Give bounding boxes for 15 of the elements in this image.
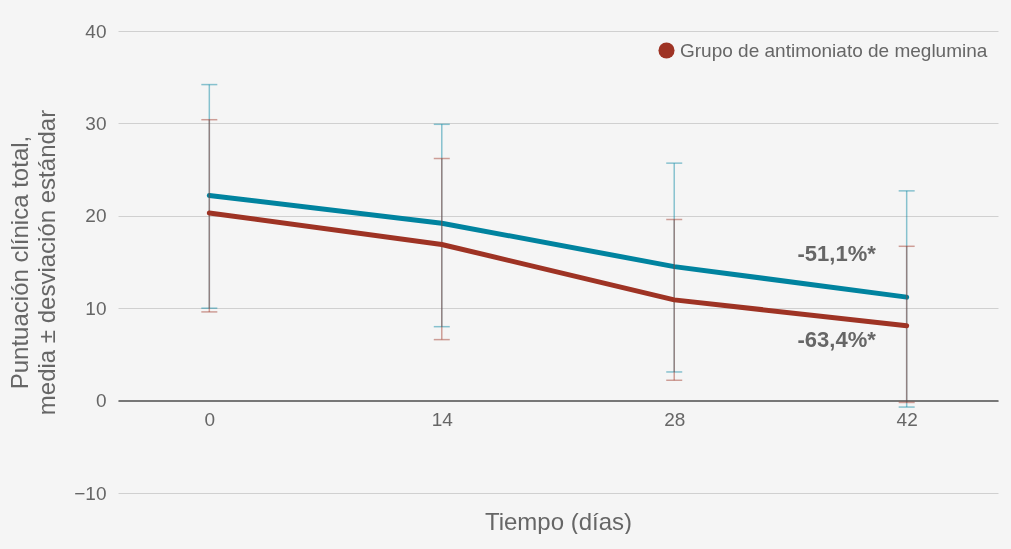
y-tick-label: −10 — [74, 482, 107, 504]
x-tick-label: 14 — [431, 409, 454, 431]
y-axis-title: Puntuación clínica total, media ± desviación estándar — [6, 109, 61, 416]
y-tick-label: 30 — [85, 112, 107, 134]
y-tick-label: 20 — [85, 205, 107, 227]
x-tick-label: 0 — [204, 409, 216, 431]
legend-label: Grupo de antimoniato de meglumina — [680, 39, 988, 61]
annotation: -51,1%* — [797, 241, 877, 267]
x-tick-label: 42 — [896, 409, 918, 431]
x-tick-label: 28 — [664, 409, 686, 431]
annotation: -63,4%* — [797, 326, 877, 352]
x-axis-title: Tiempo (días) — [484, 507, 633, 535]
y-tick-label: 0 — [95, 390, 107, 412]
y-tick-label: 40 — [85, 20, 107, 42]
y-tick-label: 10 — [85, 297, 107, 319]
